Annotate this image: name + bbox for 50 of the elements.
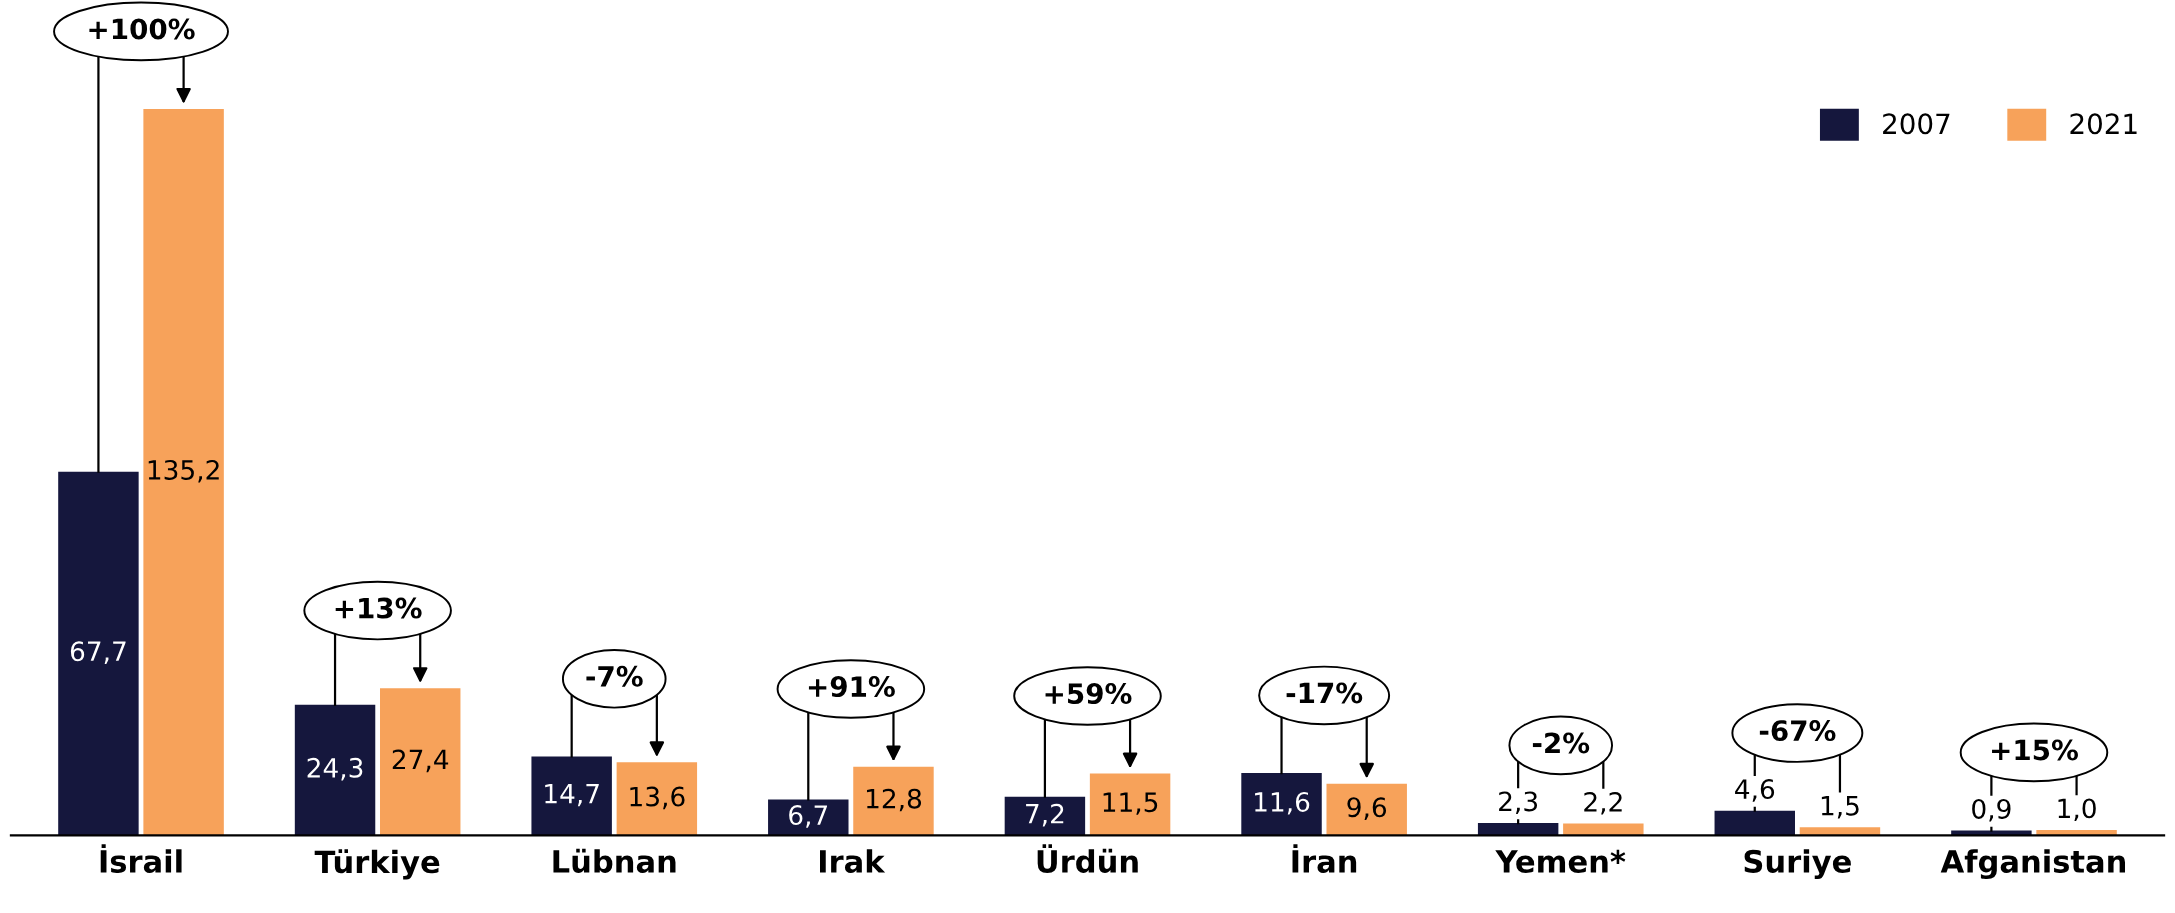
data-label: 67,7 (70, 641, 126, 664)
annotation: -67% (1759, 720, 1836, 742)
x-tick-label: Lübnan (553, 848, 676, 873)
bar (58, 471, 139, 836)
bar (380, 688, 461, 836)
data-label: 27,4 (392, 749, 449, 773)
x-tick-label: Ürdün (1037, 844, 1138, 873)
annotation: +13% (335, 597, 422, 619)
x-tick-label: Suriye (1744, 849, 1851, 880)
annotation: -17% (1286, 682, 1363, 704)
legend-label: 2007 (1883, 113, 1950, 135)
data-label: 11,6 (1255, 791, 1310, 815)
data-label: 7,2 (1026, 803, 1064, 827)
data-label: 14,7 (545, 783, 599, 807)
x-tick-label: İran (1292, 844, 1357, 873)
data-label: 9,6 (1347, 797, 1387, 820)
annotation: +59% (1045, 683, 1132, 705)
data-label: 2,3 (1499, 791, 1538, 815)
bar (294, 704, 376, 836)
x-tick-label: Türkiye (314, 849, 440, 880)
x-tick-label: Yemen* (1495, 849, 1626, 873)
data-label: 1,0 (2058, 798, 2096, 822)
bar (143, 109, 224, 836)
annotation: +15% (1992, 739, 2078, 761)
data-label: 135,2 (148, 459, 219, 483)
data-label: 11,5 (1103, 792, 1158, 815)
data-label: 13,6 (630, 786, 685, 810)
legend-label: 2021 (2070, 113, 2137, 135)
bar (1089, 773, 1171, 836)
data-label: 1,5 (1821, 796, 1859, 819)
annotation: -7% (586, 665, 643, 687)
data-label: 2,2 (1584, 791, 1622, 815)
data-label: 0,9 (1972, 798, 2011, 822)
annotation: +91% (808, 676, 895, 698)
bar (1326, 783, 1407, 836)
x-tick-label: Irak (820, 849, 886, 873)
annotation: +100% (89, 18, 195, 40)
bar (853, 766, 934, 836)
bar (531, 756, 612, 836)
data-label: 4,6 (1735, 779, 1775, 802)
bar (1241, 773, 1322, 836)
x-tick-label: Afganistan (1940, 849, 2126, 880)
data-label: 6,7 (789, 805, 828, 828)
bar (1714, 810, 1795, 836)
data-label: 24,3 (307, 757, 363, 781)
data-label: 12,8 (866, 788, 922, 812)
bar (616, 762, 698, 836)
x-tick-label: İsrail (100, 844, 182, 873)
annotation: -2% (1532, 732, 1590, 754)
bar (768, 799, 849, 836)
